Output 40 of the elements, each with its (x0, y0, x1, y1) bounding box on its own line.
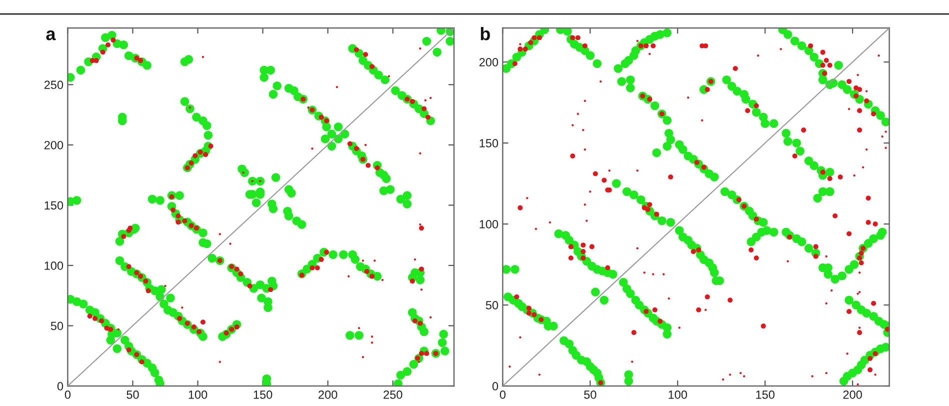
y-tick-label: 150 (480, 139, 498, 148)
point (202, 56, 204, 58)
y-tick-label: 0 (57, 382, 64, 390)
x-tick-label: 0 (64, 390, 71, 399)
x-tick-label: 200 (318, 390, 338, 399)
y-tick-label: 100 (44, 261, 64, 270)
y-tick-label: 100 (480, 220, 498, 228)
x-tick-label: 50 (126, 390, 139, 399)
point (584, 203, 586, 206)
x-tick-label: 50 (584, 390, 596, 399)
chart-title: b (480, 27, 490, 40)
point (865, 148, 868, 151)
x-tick-label: 0 (500, 390, 506, 399)
point (414, 258, 416, 261)
point (858, 290, 861, 294)
y-tick-label: 250 (44, 80, 64, 90)
y-tick-label: 50 (50, 322, 64, 330)
point (848, 108, 850, 110)
point (336, 86, 338, 88)
y-tick-label: 50 (486, 301, 498, 310)
point (830, 289, 833, 292)
point (608, 169, 611, 172)
point (370, 335, 374, 338)
point (362, 356, 364, 358)
y-tick-label: 0 (492, 382, 498, 390)
point (429, 96, 432, 100)
point (584, 148, 586, 151)
x-tick-label: 150 (254, 390, 272, 399)
point (364, 144, 367, 146)
x-tick-label: 100 (188, 390, 208, 399)
y-tick-label: 200 (44, 140, 64, 150)
chart-title: a (46, 30, 56, 40)
point (381, 278, 384, 282)
x-tick-label: 250 (384, 390, 402, 399)
y-tick-label: 200 (479, 58, 498, 66)
point (420, 288, 423, 291)
x-tick-label: 150 (756, 390, 774, 399)
y-tick-label: 150 (44, 201, 64, 210)
x-tick-label: 100 (668, 390, 688, 399)
x-tick-label: 200 (843, 390, 862, 399)
